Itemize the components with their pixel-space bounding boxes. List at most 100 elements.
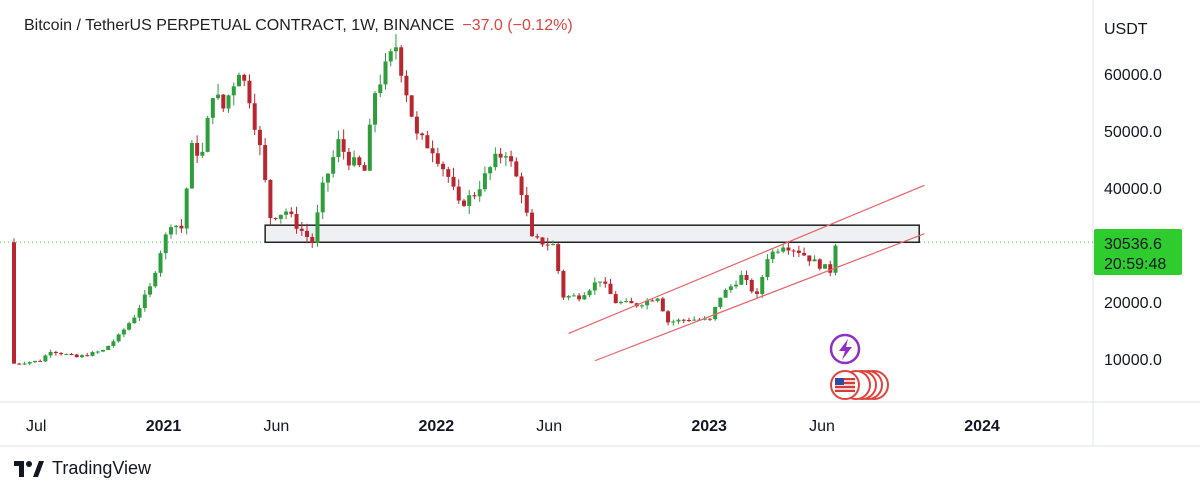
candle-body	[148, 286, 153, 295]
candle	[38, 359, 43, 362]
candle	[179, 219, 184, 233]
price-tag	[1094, 229, 1182, 275]
candle	[231, 82, 236, 106]
candle	[430, 140, 435, 163]
candle	[775, 248, 780, 255]
candle-body	[671, 321, 676, 323]
candle-body	[252, 103, 257, 130]
candle	[289, 207, 294, 218]
candle	[168, 224, 173, 239]
candle-body	[493, 153, 498, 168]
price-axis-currency[interactable]: USDT	[1104, 21, 1148, 38]
candle-body	[132, 317, 137, 324]
candle-body	[205, 117, 210, 152]
candle-body	[184, 188, 189, 229]
candle	[655, 297, 660, 303]
x-tick-label: Jul	[26, 418, 46, 435]
flag-canton	[835, 378, 844, 385]
candle-body	[807, 255, 812, 262]
candle	[393, 34, 398, 60]
x-tick-label: Jun	[263, 418, 289, 435]
candle-body	[618, 302, 623, 304]
price-tag-countdown: 20:59:48	[1104, 256, 1166, 273]
candle	[734, 280, 739, 289]
tradingview-logo[interactable]: TradingView	[14, 458, 151, 479]
candle-body	[739, 275, 744, 285]
chart-header: Bitcoin / TetherUS PERPETUAL CONTRACT, 1…	[24, 17, 573, 35]
candle-body	[357, 157, 362, 166]
candle	[592, 277, 597, 295]
candle-body	[613, 294, 618, 304]
candle	[320, 176, 325, 220]
candle	[148, 282, 153, 298]
candle-body	[728, 286, 733, 290]
candle-body	[582, 295, 587, 300]
candle-body	[791, 250, 796, 252]
candle	[686, 317, 691, 323]
candle-body	[760, 277, 765, 294]
candle	[137, 304, 142, 322]
candle-body	[718, 297, 723, 307]
us-flag-event-icon[interactable]	[830, 370, 889, 400]
candle-body	[503, 156, 508, 158]
candle	[833, 243, 838, 276]
candle	[760, 274, 765, 298]
candle	[127, 321, 132, 331]
candle-body	[603, 281, 608, 284]
candle-body	[121, 329, 126, 335]
candle	[95, 350, 100, 354]
candle-body	[833, 245, 838, 273]
candle	[268, 179, 273, 226]
candle	[493, 147, 498, 171]
lightning-event-icon[interactable]	[829, 333, 861, 365]
x-tick-label: 2021	[146, 418, 182, 435]
candle-body	[294, 214, 299, 229]
candle-body	[828, 264, 833, 273]
candle	[12, 238, 16, 364]
candle-body	[545, 244, 550, 246]
candle-body	[404, 75, 409, 96]
candle	[184, 187, 189, 235]
candle-body	[378, 84, 383, 94]
candle	[373, 90, 378, 133]
candle-body	[755, 291, 760, 294]
candle-body	[530, 212, 535, 237]
candle-body	[315, 212, 320, 244]
candle-body	[681, 319, 686, 321]
candle	[362, 161, 367, 171]
candle	[153, 270, 158, 289]
candle	[17, 362, 22, 365]
candle-body	[383, 61, 388, 85]
candle-body	[341, 139, 346, 152]
channel-upper-line[interactable]	[568, 184, 925, 334]
candle	[603, 277, 608, 288]
candle-body	[592, 282, 597, 291]
candle	[488, 165, 493, 181]
candle	[556, 243, 561, 274]
candle-body	[284, 211, 289, 215]
candle-body	[655, 298, 660, 301]
candle-body	[226, 95, 231, 109]
resistance-zone[interactable]	[264, 224, 920, 244]
candle	[22, 361, 27, 365]
candle-body	[53, 351, 58, 354]
candle-body	[168, 227, 173, 235]
candle	[48, 349, 53, 358]
candle	[781, 244, 786, 254]
candle-body	[577, 295, 582, 300]
candle-body	[142, 294, 147, 309]
candle-body	[734, 284, 739, 287]
x-tick-label: Jun	[536, 418, 562, 435]
candle-body	[106, 345, 111, 350]
candle	[252, 93, 257, 136]
candle-body	[22, 363, 27, 365]
y-tick-label: 10000.0	[1104, 352, 1162, 369]
candle	[247, 74, 252, 109]
candle	[325, 172, 330, 192]
candle-body	[775, 251, 780, 253]
candle	[435, 147, 440, 167]
candle	[535, 233, 540, 240]
candle	[257, 125, 262, 156]
channel-lower-line[interactable]	[594, 233, 925, 362]
